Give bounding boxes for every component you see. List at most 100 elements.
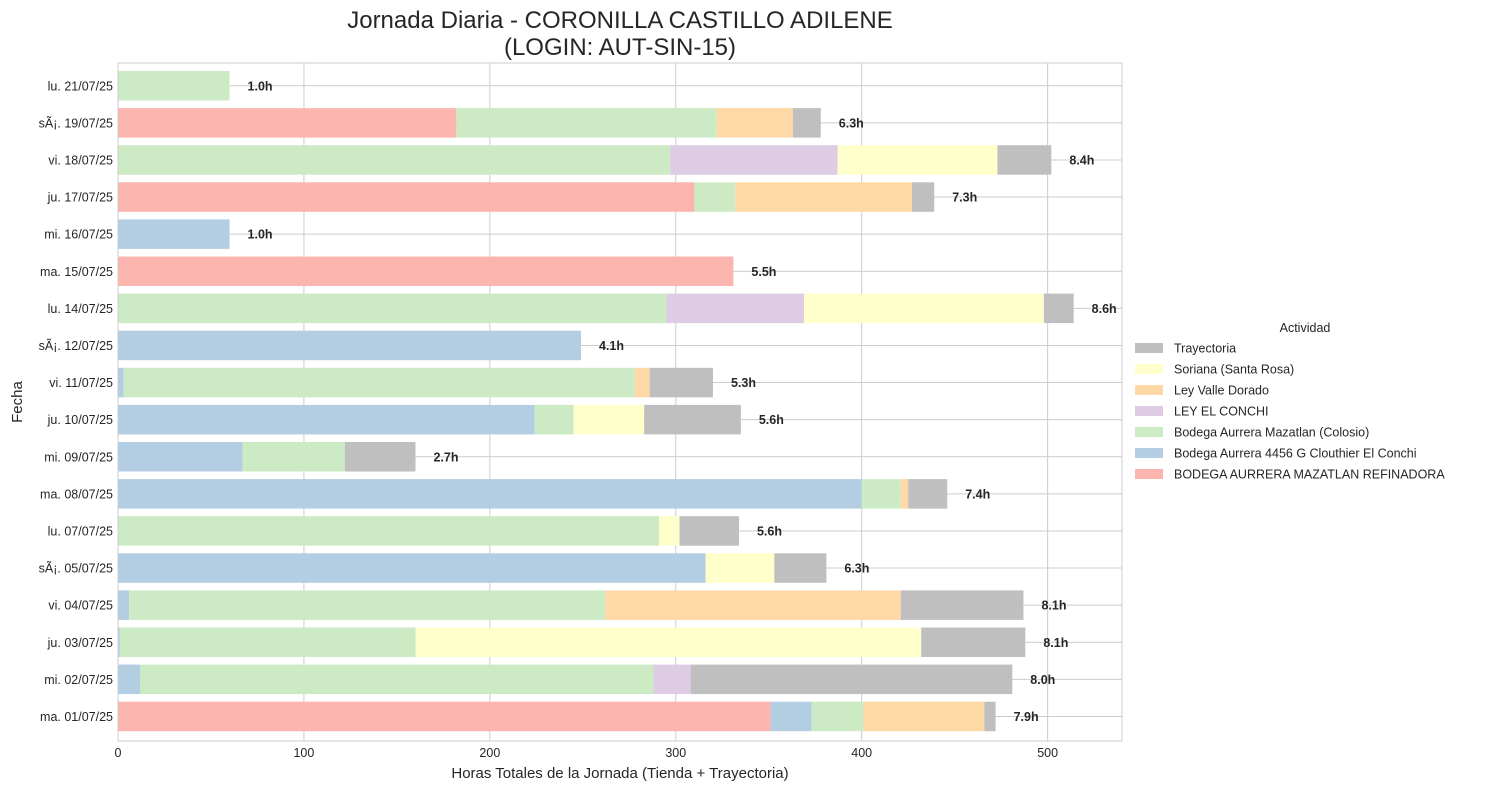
bar-segment — [811, 701, 864, 732]
bar-total-label: 5.5h — [751, 265, 776, 279]
ticks-layer: 0 100 200 300 400 500 lu. 21/07/25 sÃ¡. 19/07/2… — [39, 79, 1058, 760]
bar-segment — [534, 404, 574, 435]
legend-swatch — [1135, 469, 1163, 479]
y-tick-label: sÃ¡. 19/07/25 — [39, 116, 113, 130]
bar-segment — [573, 404, 645, 435]
bar-segment — [666, 293, 805, 324]
bar-segment — [118, 516, 660, 546]
bar-segment — [911, 182, 935, 212]
legend-swatch — [1135, 364, 1163, 374]
y-tick-label: lu. 14/07/25 — [48, 302, 113, 316]
bar-segment — [735, 182, 912, 212]
legend-swatch — [1135, 448, 1163, 458]
bar-segment — [415, 627, 922, 657]
y-tick-label: mi. 02/07/25 — [44, 673, 113, 687]
bar-segment — [863, 701, 985, 732]
bar-total-label: 5.3h — [731, 376, 756, 390]
bar-segment — [119, 627, 416, 657]
x-tick-label: 300 — [665, 746, 686, 760]
bar-total-label: 8.1h — [1041, 599, 1066, 613]
plot-frame — [117, 62, 1123, 742]
bar-segment — [644, 404, 741, 435]
bar-segment — [837, 145, 998, 175]
legend-entry-label: Trayectoria — [1174, 342, 1236, 356]
y-tick-label: ma. 15/07/25 — [40, 265, 113, 279]
bar-segment — [659, 516, 680, 546]
bar-segment — [118, 145, 671, 175]
bar-segment — [694, 182, 736, 212]
legend-entry-label: Soriana (Santa Rosa) — [1174, 363, 1294, 377]
bar-segment — [118, 627, 120, 657]
bar-total-label: 8.1h — [1043, 636, 1068, 650]
bar-segment — [118, 182, 695, 212]
bar-segment — [118, 256, 734, 286]
x-tick-label: 200 — [479, 746, 500, 760]
chart-subtitle: (LOGIN: AUT-SIN-15) — [504, 34, 736, 61]
legend-title: Actividad — [1280, 321, 1331, 335]
bar-segment — [649, 367, 713, 398]
bar-segment — [653, 664, 691, 695]
bar-segment — [679, 516, 739, 546]
bar-total-label: 2.7h — [433, 450, 458, 464]
bar-segment — [118, 442, 243, 472]
legend-items: Trayectoria Soriana (Santa Rosa) Ley Valle… — [1135, 342, 1445, 482]
bar-total-label: 1.0h — [248, 228, 273, 242]
bar-segment — [344, 442, 416, 472]
bar-segment — [118, 108, 457, 138]
bars-layer — [118, 71, 1074, 732]
bar-segment — [690, 664, 1013, 695]
bar-segment — [792, 108, 821, 138]
bar-segment — [118, 293, 667, 324]
bar-segment — [118, 219, 230, 249]
y-tick-label: sÃ¡. 05/07/25 — [39, 562, 113, 576]
y-tick-label: ma. 08/07/25 — [40, 487, 113, 501]
bar-segment — [716, 108, 793, 138]
y-tick-label: ma. 01/07/25 — [40, 710, 113, 724]
bar-total-label: 8.6h — [1092, 302, 1117, 316]
bar-segment — [118, 701, 771, 732]
y-tick-label: vi. 04/07/25 — [48, 599, 113, 613]
bar-segment — [118, 330, 581, 361]
bar-total-label: 7.9h — [1014, 710, 1039, 724]
bar-segment — [984, 701, 996, 732]
bar-total-label: 4.1h — [599, 339, 624, 353]
y-tick-label: lu. 07/07/25 — [48, 524, 113, 538]
y-axis-label: Fecha — [9, 381, 26, 423]
bar-total-label: 7.3h — [952, 191, 977, 205]
bar-segment — [1043, 293, 1074, 324]
legend-entry-label: Bodega Aurrera Mazatlan (Colosio) — [1174, 426, 1369, 440]
bar-total-label: 5.6h — [759, 413, 784, 427]
x-tick-label: 500 — [1037, 746, 1058, 760]
bar-segment — [123, 367, 635, 398]
bar-total-label: 8.4h — [1069, 153, 1094, 167]
bar-segment — [118, 590, 130, 620]
x-tick-label: 0 — [115, 746, 122, 760]
y-tick-label: lu. 21/07/25 — [48, 79, 113, 93]
legend-swatch — [1135, 406, 1163, 416]
bar-total-label: 7.4h — [965, 487, 990, 501]
y-tick-label: mi. 16/07/25 — [44, 228, 113, 242]
y-tick-label: mi. 09/07/25 — [44, 450, 113, 464]
legend-entry-label: LEY EL CONCHI — [1174, 405, 1268, 419]
bar-total-label: 8.0h — [1030, 673, 1055, 687]
y-tick-label: sÃ¡. 12/07/25 — [39, 339, 113, 353]
bar-segment — [118, 479, 862, 509]
bar-segment — [670, 145, 838, 175]
legend-entry-label: BODEGA AURRERA MAZATLAN REFINADORA — [1174, 468, 1445, 482]
bar-segment — [921, 627, 1026, 657]
y-tick-label: ju. 10/07/25 — [47, 413, 113, 427]
y-tick-label: ju. 17/07/25 — [47, 191, 113, 205]
bar-total-label: 5.6h — [757, 524, 782, 538]
bar-segment — [140, 664, 654, 695]
bar-segment — [804, 293, 1044, 324]
totals-layer: 1.0h 6.3h 8.4h 7.3h 1.0h 5.5h 8.6h 4.1h 5.3h 5.6h… — [248, 79, 1117, 724]
x-tick-label: 100 — [293, 746, 314, 760]
legend: Actividad Trayectoria Soriana (Santa Rosa… — [1135, 321, 1445, 482]
bar-segment — [456, 108, 717, 138]
y-tick-label: ju. 03/07/25 — [47, 636, 113, 650]
x-axis-label: Horas Totales de la Jornada (Tienda + Tr… — [451, 765, 788, 782]
bar-segment — [634, 367, 650, 398]
bar-segment — [118, 553, 706, 583]
